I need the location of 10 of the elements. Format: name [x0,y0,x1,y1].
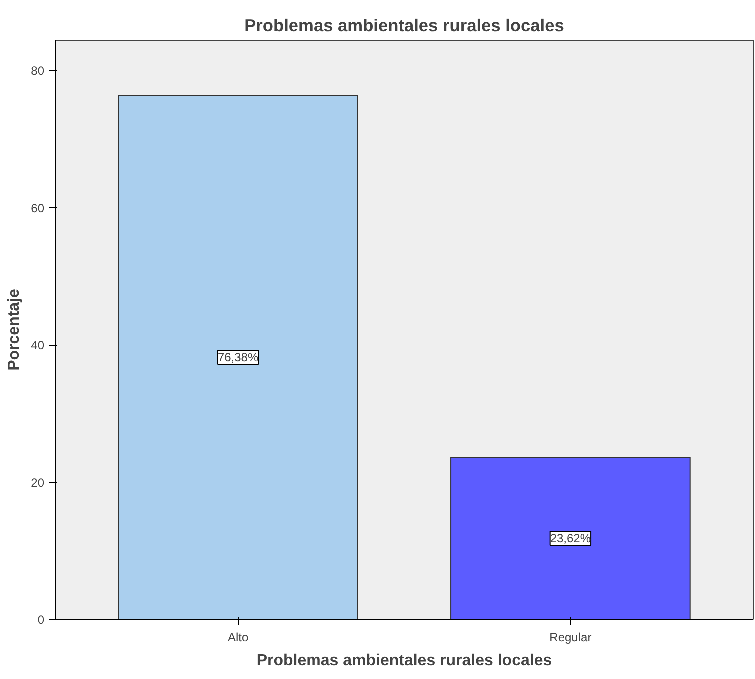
y-tick-label: 20 [31,476,45,490]
y-tick-label: 60 [31,201,45,216]
x-tick-label: Alto [228,630,249,644]
x-tick-label: Regular [550,630,592,644]
y-tick-label: 0 [38,613,45,627]
chart-title: Problemas ambientales rurales locales [244,16,564,36]
y-axis-title: Porcentaje [6,288,24,371]
x-axis-title: Problemas ambientales rurales locales [256,652,552,670]
y-tick-label: 80 [31,64,45,78]
y-tick-label: 40 [31,338,45,353]
